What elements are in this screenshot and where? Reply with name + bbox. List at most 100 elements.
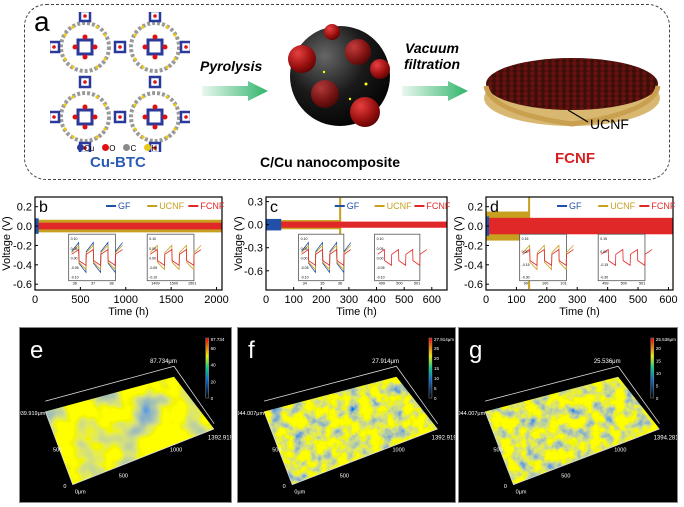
inset-x-tick-label: 99 <box>524 282 528 286</box>
base-axes <box>263 411 438 486</box>
colorbar-max-label: 27.914μm <box>434 337 454 342</box>
x-axis-label: Time (h) <box>336 306 377 318</box>
inset-series-fcnf <box>301 248 352 267</box>
y-axis-label: Voltage (V) <box>1 216 13 270</box>
inset-y-tick-label: 0.15 <box>600 237 607 241</box>
surface-plot: e 87.734μm 1039.919μm 1392.919 500 0 1000 500 0μ… <box>20 337 231 495</box>
c-cu-nanocomposite-label: C/Cu nanocomposite <box>260 154 401 170</box>
h-atom <box>173 57 177 61</box>
inset-y-tick-label: 0.10 <box>71 237 78 241</box>
arrow-icon <box>202 81 268 101</box>
z-max-label: 25.536μm <box>594 359 621 365</box>
inset-x-tick-label: 501 <box>639 282 645 286</box>
top-frame <box>263 365 397 402</box>
h-atom <box>95 135 99 139</box>
h-atom <box>165 65 169 69</box>
y-tick-label: 500 <box>53 448 62 454</box>
base-axes <box>44 411 215 486</box>
panel-letter: e <box>30 337 43 364</box>
x-tick-label: 400 <box>367 294 385 306</box>
inset-y-tick-label: 0.05 <box>377 247 384 251</box>
x-extent-label: 1392.919 <box>208 435 231 441</box>
atom-legend: Cu O C H <box>77 144 157 153</box>
panel-letter: f <box>248 337 255 364</box>
panel-letter: c <box>270 199 278 216</box>
vacuum-text: Vacuum <box>405 40 459 56</box>
o-atom <box>153 80 157 84</box>
h-atom <box>165 135 169 139</box>
x-tick-label: 2000 <box>204 294 228 306</box>
inset-y-tick-label: -0.30 <box>600 276 608 280</box>
x-tick-label: 400 <box>598 294 616 306</box>
legend-label-gf: GF <box>347 201 360 211</box>
inset-x-tick-label: 1499 <box>151 282 159 286</box>
y-tick-label: -0.2 <box>13 240 32 252</box>
h-atom <box>103 33 107 37</box>
o-atom <box>152 104 158 110</box>
plot-frame <box>485 196 674 291</box>
cu-paddlewheel <box>179 110 190 124</box>
colorbar-tick-label: 0 <box>434 396 437 401</box>
h-atom <box>95 25 99 29</box>
legend-c: C <box>123 144 136 153</box>
inset-x-tick-label: 500 <box>621 282 627 286</box>
cu-paddlewheel <box>148 12 162 23</box>
origin-label: 0μm <box>294 489 305 495</box>
series-band-fcnf <box>486 217 673 235</box>
y-tick-label: -0.6 <box>244 266 263 278</box>
x-tick-label: 600 <box>659 294 677 306</box>
x-tick-label: 0 <box>263 294 269 306</box>
inset-x-tick-label: 35 <box>320 282 324 286</box>
inset-x-tick-label: 36 <box>73 282 77 286</box>
o-atom <box>142 114 148 120</box>
pyrolysis-label: Pyrolysis <box>200 58 263 74</box>
inset-series-ucnf <box>71 244 123 271</box>
origin-label: 0μm <box>75 489 86 495</box>
legend-o: O <box>102 144 115 153</box>
x-tick-label: 100 <box>507 294 525 306</box>
o-atom <box>52 115 56 119</box>
inset-series-fcnf <box>600 248 653 267</box>
inset-y-tick-label: 0.00 <box>600 250 607 254</box>
y-tick-label: 0.2 <box>17 202 32 214</box>
y-tick-label: 0 <box>504 484 507 490</box>
inset-x-tick-label: 36 <box>338 282 342 286</box>
cu-atom-icon <box>77 144 84 151</box>
colorbar-tick-label: 20 <box>434 356 440 361</box>
inset-x-tick-label: 101 <box>560 282 566 286</box>
inset-series-fcnf <box>149 248 202 267</box>
h-atom <box>63 103 67 107</box>
top-frame <box>485 365 619 402</box>
h-atom <box>95 65 99 69</box>
o-atom-icon <box>102 144 110 151</box>
colorbar-max-label: 87.734 <box>211 337 225 342</box>
h-atom <box>141 95 145 99</box>
inset-y-tick-label: 0.05 <box>301 247 308 251</box>
cu-paddlewheel <box>146 108 164 126</box>
y-tick-label: -0.4 <box>464 260 483 272</box>
series-band-gf <box>266 218 282 231</box>
h-atom <box>133 33 137 37</box>
h-atom <box>133 103 137 107</box>
inset-x-tick-label: 1500 <box>170 282 178 286</box>
inset-y-tick-label: -0.05 <box>301 266 309 270</box>
o-atom <box>184 115 188 119</box>
inset-series-ucnf <box>522 244 574 271</box>
y-tick-label: -0.2 <box>464 240 483 252</box>
inset-y-tick-label: -0.10 <box>301 276 309 280</box>
colorbar-tick-label: 40 <box>211 363 217 368</box>
inset-x-tick-label: 501 <box>414 282 420 286</box>
legend-label-fcnf: FCNF <box>651 201 675 211</box>
c-cu-nanocomposite-sphere <box>288 24 390 127</box>
h-atom <box>71 25 75 29</box>
x-tick-label: 600 <box>423 294 441 306</box>
colorbar-tick-label: 5 <box>656 384 659 389</box>
ucnf-label: UCNF <box>590 116 629 132</box>
legend-label-gf: GF <box>569 201 582 211</box>
cu-paddlewheel <box>76 38 94 56</box>
colorbar <box>205 337 209 399</box>
origin-label: 0μm <box>516 489 527 495</box>
cu-paddlewheel <box>113 40 127 54</box>
inset-frame <box>298 233 345 282</box>
